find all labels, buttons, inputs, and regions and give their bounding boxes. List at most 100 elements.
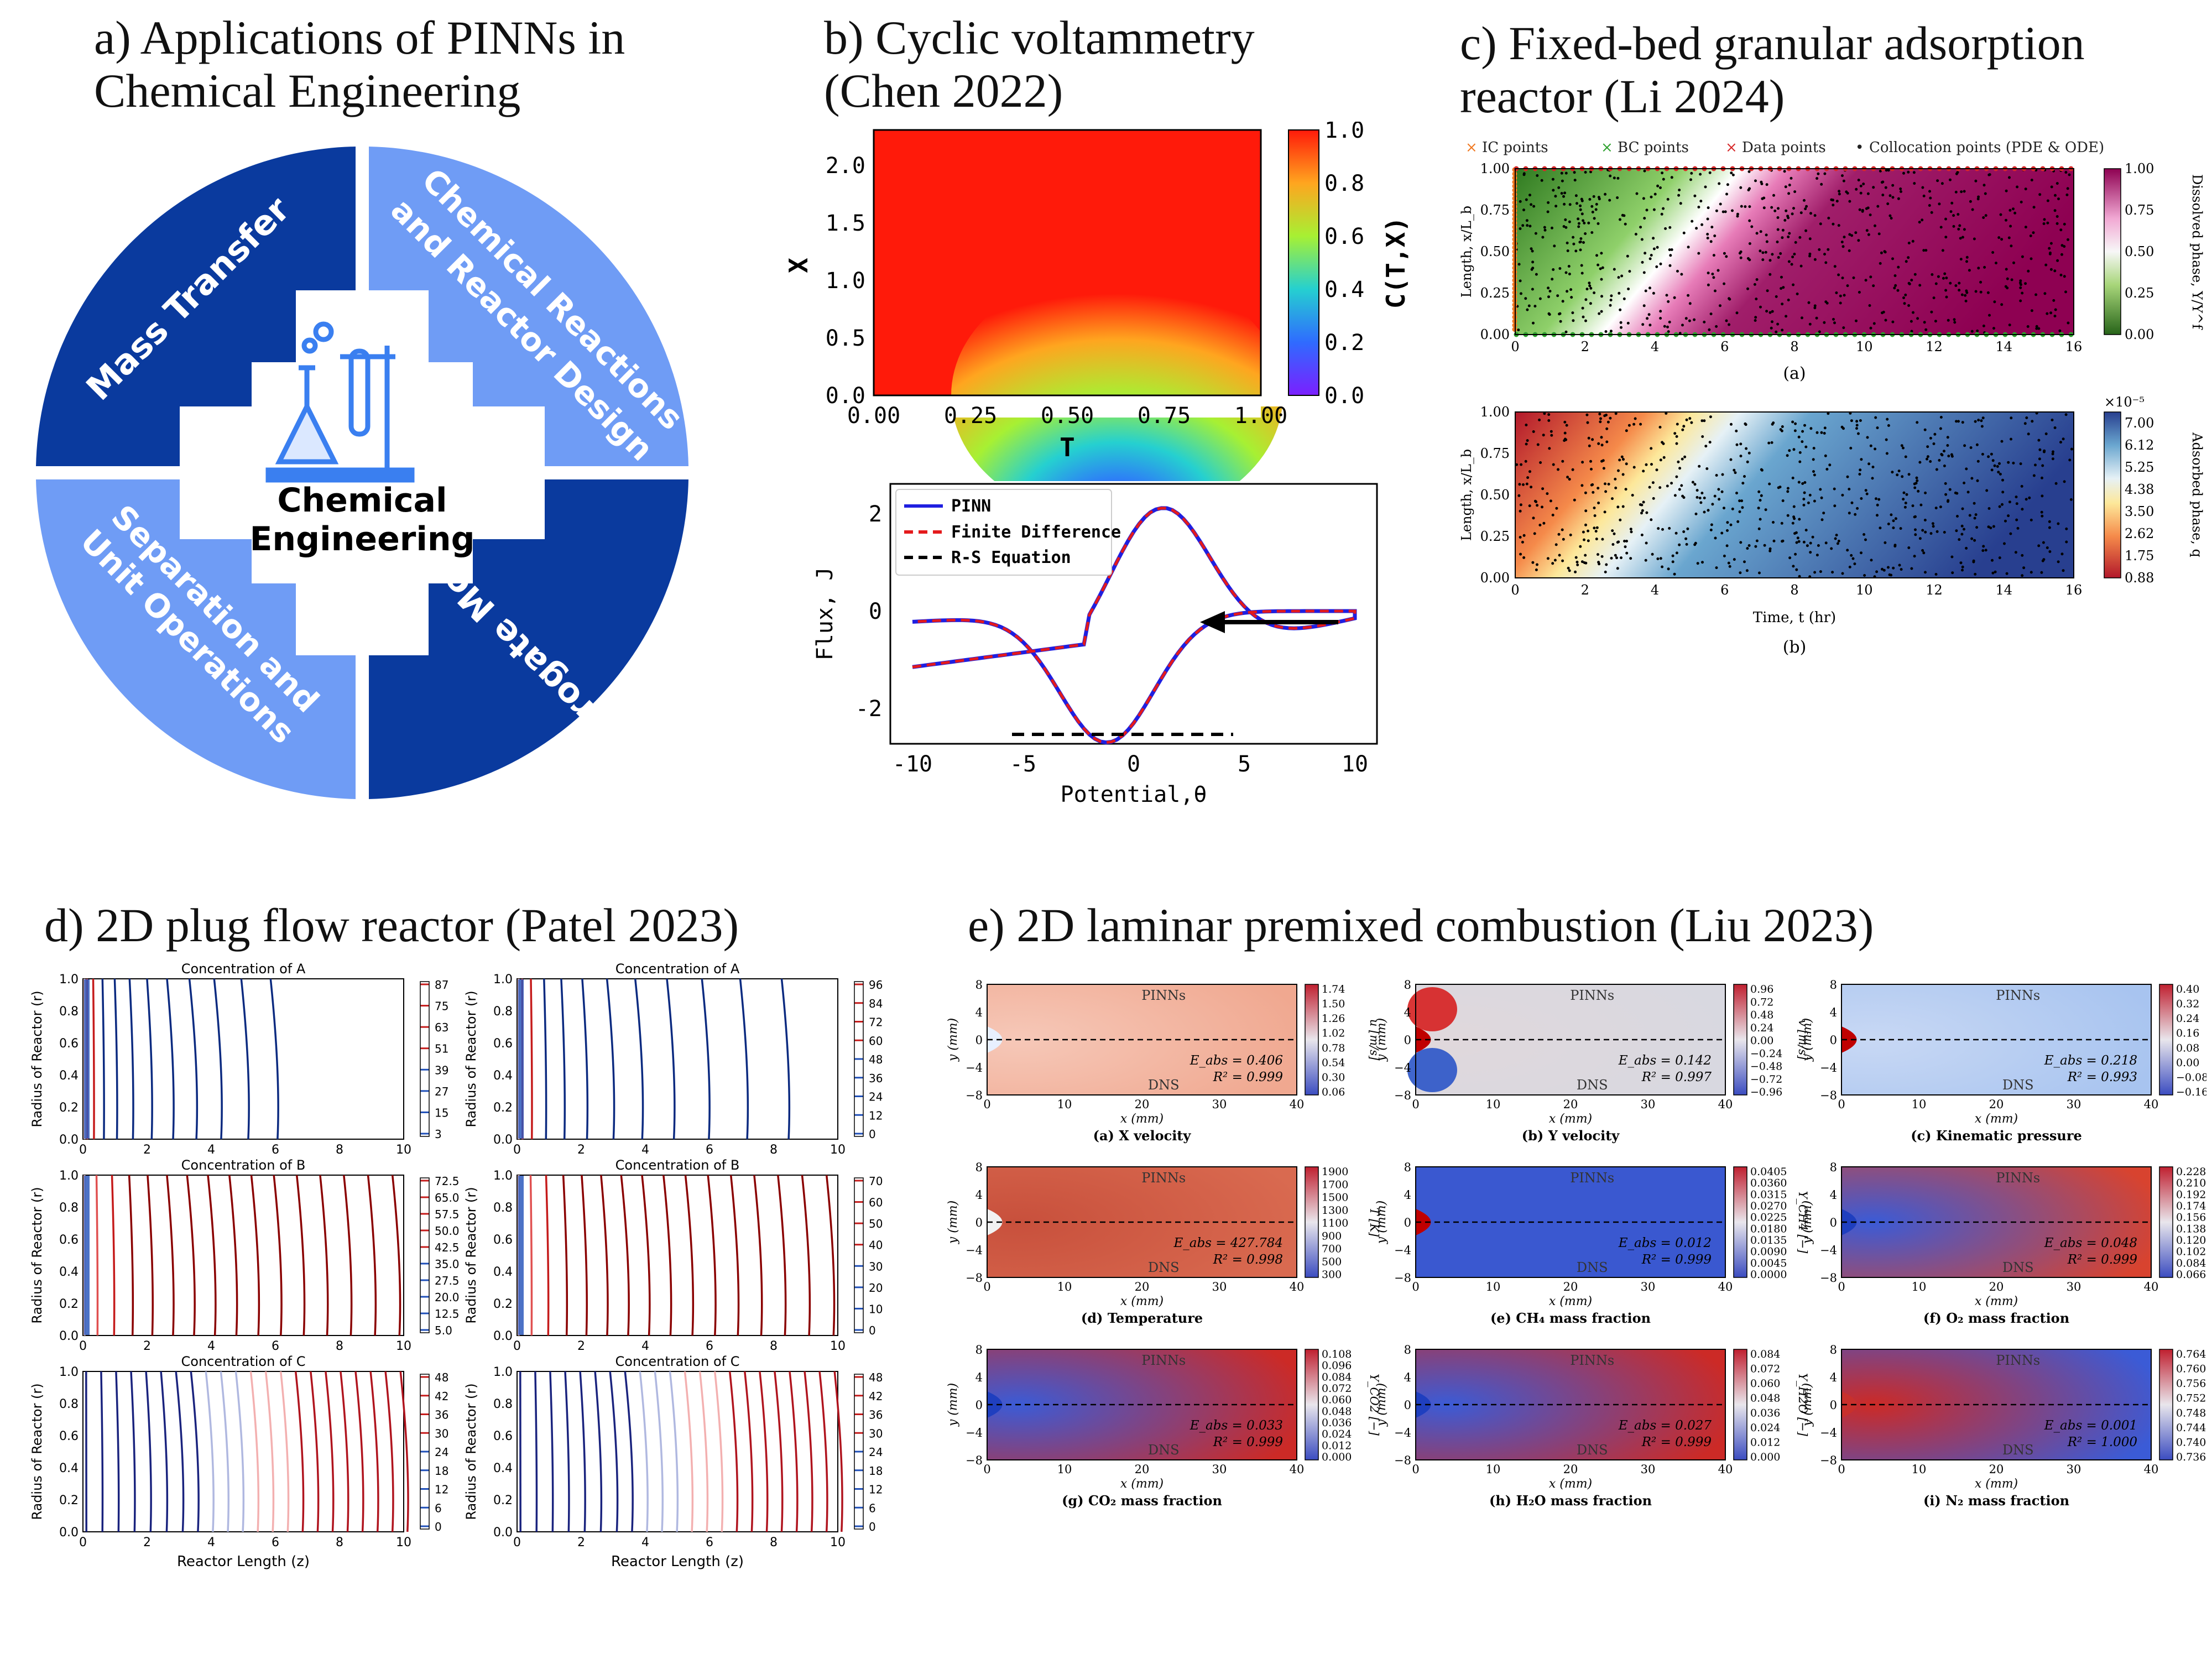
panel-c-tick: 0.50 — [2125, 244, 2154, 259]
pfr-ytick: 1.0 — [493, 973, 513, 987]
contour-line — [639, 1371, 649, 1532]
comb-ytick: 0 — [975, 1216, 983, 1229]
dissolved-phase-map — [1515, 169, 2074, 335]
pfr-cbar-tick: 20 — [869, 1281, 883, 1295]
contour-line — [264, 1371, 275, 1532]
pfr-ytick: 0.6 — [59, 1037, 79, 1051]
pfr-xtick: 10 — [830, 1536, 846, 1550]
comb-colorbar — [2159, 984, 2173, 1095]
comb-ctick: 0.54 — [1322, 1057, 1345, 1069]
comb-xtick: 30 — [2067, 1280, 2081, 1293]
pfr-cbar-tick: 0 — [869, 1520, 876, 1533]
panel-c-tick: 1.75 — [2125, 548, 2154, 564]
panel-c-tick: 0.88 — [2125, 570, 2154, 586]
contour-line — [729, 1175, 740, 1336]
contour-line — [774, 1371, 784, 1532]
pfr-ytick: 1.0 — [59, 1169, 79, 1183]
comb-ctick: −0.48 — [1750, 1061, 1782, 1073]
comb-ytick: 0 — [1404, 1216, 1411, 1229]
comb-xtick: 10 — [1912, 1280, 1927, 1293]
dns-label: DNS — [1148, 1442, 1180, 1458]
comb-ytick: −4 — [1820, 1061, 1837, 1074]
pfr-cbar-tick: 0 — [869, 1128, 876, 1141]
pfr-cbar-tick: 30 — [869, 1427, 883, 1440]
heatmap-bubble — [951, 268, 1283, 481]
comb-xtick: 30 — [1212, 1098, 1227, 1111]
bottom-cbar-label: Adsorbed phase, q — [2189, 432, 2205, 557]
cv-xlabel: Potential,θ — [1061, 782, 1207, 807]
eabs-label: E_abs = 0.012 — [1618, 1236, 1712, 1250]
bottom-cbar-scale: ×10⁻⁵ — [2104, 394, 2145, 410]
pfr-cbar-tick: 27.5 — [435, 1274, 460, 1287]
comb-xtick: 10 — [1912, 1098, 1927, 1111]
contour-line — [534, 1371, 538, 1532]
dns-label: DNS — [1577, 1077, 1608, 1093]
collocation-points — [1515, 168, 2071, 335]
comb-ytick: 0 — [1404, 1034, 1411, 1047]
segment-reactor-design — [369, 147, 688, 466]
comb-ctick: 0.0045 — [1750, 1257, 1787, 1269]
comb-ctick: 0.096 — [1322, 1360, 1352, 1372]
comb-ctick: 0.740 — [2176, 1436, 2206, 1448]
comb-ctick: 0.036 — [1322, 1417, 1352, 1429]
pfr-cbar-tick: 15 — [435, 1106, 448, 1119]
panel-c-tick: 0.00 — [1480, 570, 1510, 586]
comb-ctick: 0.012 — [1750, 1436, 1780, 1448]
contour-line — [818, 1371, 828, 1532]
comb-xlabel: x (mm) — [1549, 1295, 1592, 1308]
contour-line — [128, 1175, 134, 1336]
comb-ctick: 0.024 — [1750, 1422, 1780, 1434]
comb-ytick: −4 — [1394, 1061, 1411, 1074]
comb-xtick: 30 — [1641, 1098, 1656, 1111]
pfr-ytick: 1.0 — [493, 1365, 513, 1379]
pfr-xtick: 4 — [641, 1339, 649, 1353]
pfr-xtick: 10 — [396, 1536, 411, 1550]
pfr-cbar-tick: 75 — [435, 1000, 448, 1013]
comb-ctick: 300 — [1322, 1269, 1342, 1281]
contour-line — [100, 1371, 104, 1532]
pfr-cbar-tick: 57.5 — [435, 1208, 460, 1221]
flame-front — [1416, 1026, 1431, 1053]
cv-legend-fd: Finite Difference — [951, 523, 1121, 542]
pfr-ytick: 0.4 — [59, 1069, 79, 1083]
comb-unit: T [K] — [1368, 1208, 1381, 1238]
comb-ytick: 0 — [975, 1399, 983, 1412]
pfr-cbar-tick: 42 — [435, 1390, 448, 1403]
panel-c-tick: 0.00 — [2125, 327, 2154, 342]
pfr-plot-title: Concentration of B — [181, 1157, 306, 1173]
r2-label: R² = 1.000 — [2067, 1435, 2137, 1449]
contour-line — [684, 1175, 695, 1336]
panel-c-tick: 2.62 — [2125, 526, 2154, 541]
flame-front — [1841, 1391, 1857, 1418]
pfr-plot: Concentration of B 0 2 4 6 8 10 0.0 0.2 0.4 0.6 0.8… — [463, 1157, 883, 1353]
comb-caption: (a) X velocity — [1093, 1128, 1192, 1144]
pfr-ytick: 0.4 — [59, 1462, 79, 1475]
segment-surrogate-model — [369, 479, 688, 799]
panel-b-title: b) Cyclic voltammetry (Chen 2022) — [824, 11, 1255, 118]
panel-c-tick: 8 — [1790, 339, 1798, 354]
pfr-cbar-tick: 50 — [869, 1217, 883, 1230]
comb-xtick: 0 — [983, 1098, 990, 1111]
pfr-cbar-tick: 6 — [435, 1501, 442, 1515]
comb-ctick: 0.08 — [2176, 1042, 2199, 1054]
flame-front — [987, 1026, 1003, 1053]
cv-legend-rs: R-S Equation — [951, 548, 1071, 567]
comb-ylabel: y (mm) — [946, 1201, 960, 1244]
pfr-cbar-tick: 48 — [869, 1053, 883, 1066]
dns-label: DNS — [2002, 1442, 2034, 1458]
contour-line — [113, 978, 118, 1140]
comb-ctick: 0.000 — [1322, 1451, 1352, 1463]
pfr-cbar-tick: 70 — [869, 1175, 883, 1188]
pfr-cbar-tick: 35.0 — [435, 1258, 460, 1271]
comb-ctick: 0.084 — [1750, 1348, 1780, 1360]
panel-c-tick: 16 — [2065, 339, 2083, 354]
comb-ctick: 0.060 — [1750, 1378, 1780, 1390]
comb-xlabel: x (mm) — [1975, 1295, 2018, 1308]
flame-front — [1416, 1391, 1431, 1418]
comb-xtick: 10 — [1486, 1463, 1501, 1476]
comb-ylabel: y (mm) — [1375, 1201, 1389, 1244]
legend-data-points: Data points — [1742, 139, 1826, 156]
pfr-cbar-tick: 18 — [435, 1464, 448, 1478]
contour-line — [624, 1371, 634, 1532]
